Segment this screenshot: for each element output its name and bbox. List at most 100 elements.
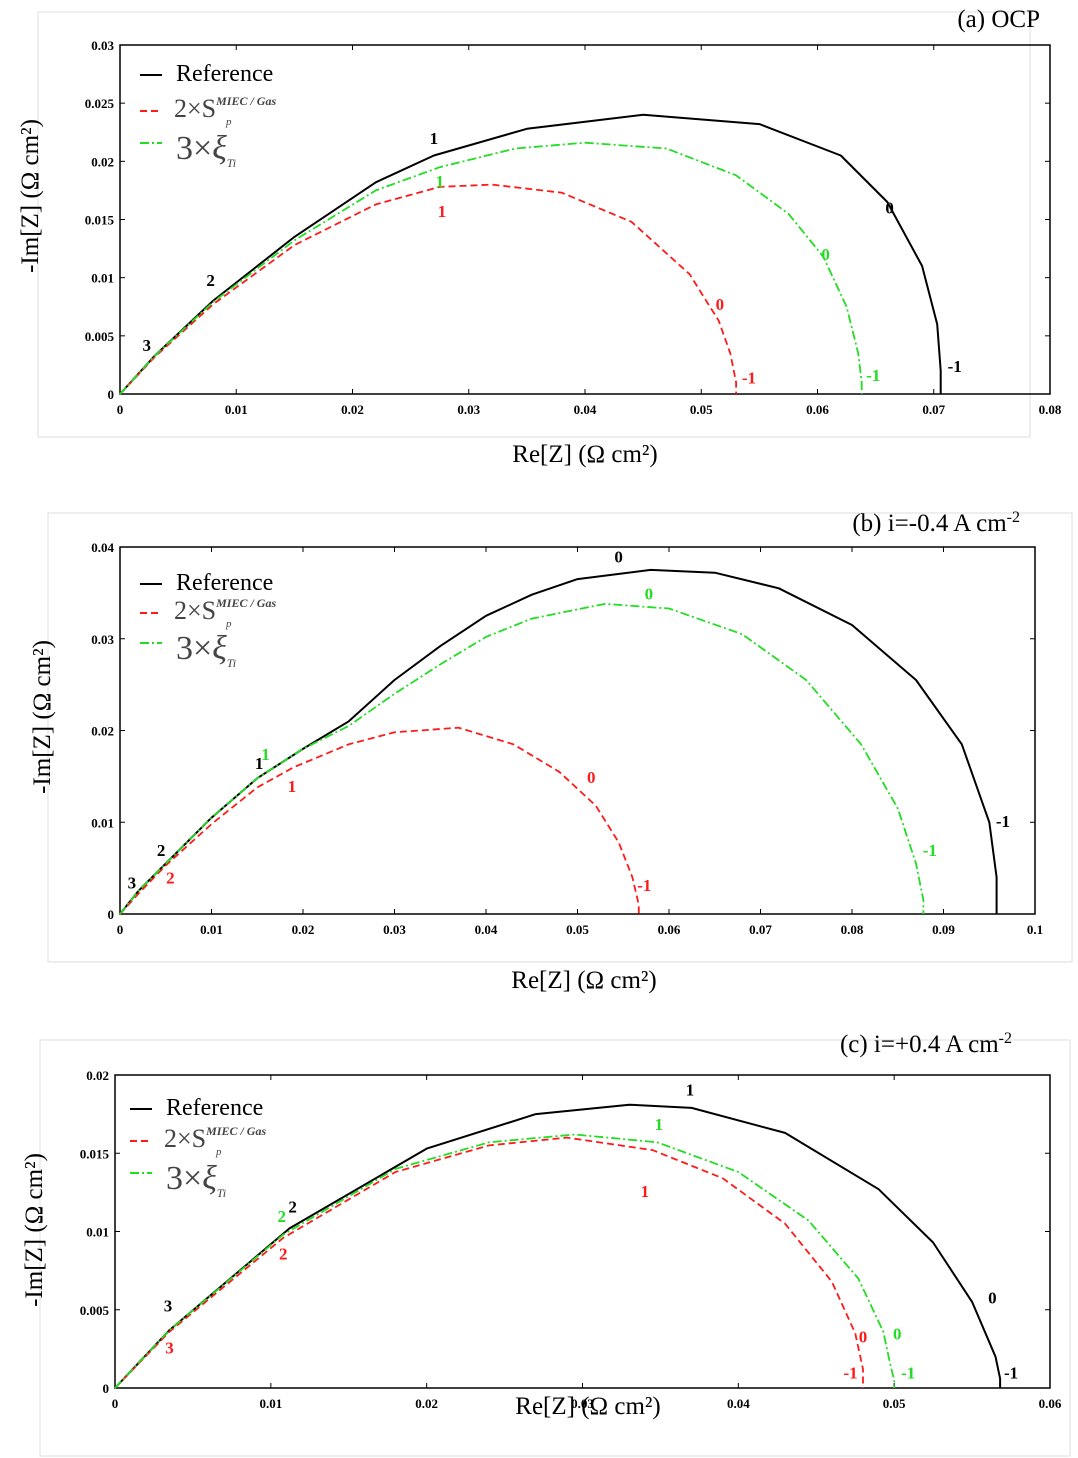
x-tick-label: 0.1 [1027, 922, 1043, 937]
frequency-label: -1 [742, 369, 756, 388]
x-tick-label: 0.01 [225, 402, 248, 417]
series-reference-line [120, 115, 941, 394]
frequency-label: 0 [893, 1324, 902, 1343]
frequency-label: 1 [430, 129, 439, 148]
y-tick-label: 0.01 [91, 271, 114, 286]
x-tick-label: 0.03 [457, 402, 480, 417]
panel-title: (a) OCP [957, 6, 1040, 33]
y-tick-label: 0.005 [85, 329, 115, 344]
frequency-label: -1 [637, 876, 651, 895]
y-tick-label: 0.03 [91, 632, 114, 647]
x-tick-label: 0.06 [1039, 1396, 1062, 1411]
frequency-label: 2 [279, 1245, 288, 1264]
y-tick-label: 0.03 [91, 38, 114, 53]
frequency-label: 0 [988, 1288, 997, 1307]
frequency-label: 0 [716, 295, 725, 314]
frequency-label: 0 [587, 768, 596, 787]
panel-2: 0 0.01 0.02 0.03 0.04 0.05 0.06 0.07 0.08 0.09 0.1… [29, 509, 1072, 994]
frequency-label: 3 [128, 873, 137, 892]
legend-tortuosity-label: 3×ξTi [166, 1160, 226, 1200]
x-tick-label: 0.07 [749, 922, 772, 937]
x-tick-label: 0.08 [841, 922, 864, 937]
x-tick-label: 0.04 [574, 402, 597, 417]
frequency-label: 1 [686, 1080, 695, 1099]
frequency-label: 1 [655, 1115, 664, 1134]
frequency-label: 1 [641, 1182, 650, 1201]
frequency-label: 0 [859, 1328, 868, 1347]
series-reference-line [120, 570, 997, 914]
panel-title: (c) i=+0.4 A cm-2 [840, 1030, 1012, 1058]
x-tick-label: 0.02 [341, 402, 364, 417]
frequency-label: 2 [288, 1198, 297, 1217]
legend-tortuosity-label: 3×ξTi [176, 130, 236, 170]
x-axis-title: Re[Z] (Ω cm²) [511, 967, 656, 994]
x-tick-label: 0.06 [658, 922, 681, 937]
legend-surface-area-subscript: p [215, 1146, 222, 1158]
x-tick-label: 0 [117, 922, 124, 937]
series-tortuosity-line [120, 604, 923, 914]
series-tortuosity-line [120, 143, 862, 394]
panel-3: 0 0.01 0.02 0.03 0.04 0.05 0.06 0 0.005 0.01 0.015… [21, 1030, 1070, 1456]
legend: Reference2×SMIEC / Gasp3×ξTi [140, 61, 276, 170]
x-tick-label: 0 [112, 1396, 119, 1411]
x-tick-label: 0.03 [383, 922, 406, 937]
series-surface-area-line [120, 728, 639, 914]
x-tick-label: 0.04 [727, 1396, 750, 1411]
x-tick-label: 0.02 [292, 922, 315, 937]
y-tick-label: 0.02 [86, 1068, 109, 1083]
frequency-label: -1 [923, 841, 937, 860]
series-reference-line [115, 1105, 1000, 1388]
x-tick-label: 0.02 [415, 1396, 438, 1411]
frequency-label: 1 [261, 745, 270, 764]
series-surface-area-line [115, 1138, 863, 1388]
frequency-label: 0 [614, 548, 623, 567]
frequency-label: 2 [166, 869, 175, 888]
y-tick-label: 0 [103, 1381, 110, 1396]
y-axis-title: -Im[Z] (Ω cm²) [17, 119, 44, 273]
y-tick-label: 0.02 [91, 724, 114, 739]
frequency-label: -1 [1004, 1364, 1018, 1383]
frequency-label: 1 [288, 777, 297, 796]
x-tick-label: 0.04 [475, 922, 498, 937]
x-tick-label: 0.08 [1039, 402, 1062, 417]
x-tick-label: 0.05 [690, 402, 713, 417]
x-tick-label: 0.09 [932, 922, 955, 937]
frequency-label: 3 [165, 1339, 174, 1358]
legend-surface-area-subscript: p [225, 618, 232, 630]
legend-reference-label: Reference [176, 570, 273, 596]
y-tick-label: 0.02 [91, 154, 114, 169]
frequency-label: 1 [435, 172, 444, 191]
frequency-label: -1 [948, 357, 962, 376]
frequency-label: 1 [438, 202, 447, 221]
y-tick-label: 0.01 [86, 1225, 109, 1240]
y-tick-label: 0.005 [80, 1303, 110, 1318]
frequency-label: -1 [843, 1364, 857, 1383]
panel-title: (b) i=-0.4 A cm-2 [852, 509, 1020, 537]
legend-tortuosity-label: 3×ξTi [176, 630, 236, 670]
frequency-label: 2 [206, 271, 215, 290]
y-tick-label: 0.01 [91, 815, 114, 830]
x-tick-label: 0.06 [806, 402, 829, 417]
x-tick-label: 0.01 [200, 922, 223, 937]
y-tick-label: 0 [108, 907, 115, 922]
frequency-label: 3 [142, 336, 151, 355]
y-tick-label: 0.025 [85, 96, 115, 111]
frequency-label: -1 [996, 812, 1010, 831]
y-tick-label: 0.04 [91, 540, 114, 555]
plot-area [115, 1075, 1050, 1388]
y-tick-label: 0 [108, 387, 115, 402]
x-tick-label: 0.05 [883, 1396, 906, 1411]
frequency-label: -1 [901, 1364, 915, 1383]
frequency-label: 3 [164, 1296, 173, 1315]
x-tick-label: 0.01 [259, 1396, 282, 1411]
frequency-label: 0 [885, 199, 894, 218]
y-tick-label: 0.015 [80, 1146, 110, 1161]
y-axis-title: -Im[Z] (Ω cm²) [21, 1153, 48, 1307]
frequency-label: 0 [821, 245, 830, 264]
frequency-label: 2 [157, 841, 166, 860]
x-axis-title: Re[Z] (Ω cm²) [515, 1393, 660, 1420]
panel-1: 0 0.01 0.02 0.03 0.04 0.05 0.06 0.07 0.08 0 0.005 0… [17, 6, 1062, 468]
y-axis-title: -Im[Z] (Ω cm²) [29, 640, 56, 794]
